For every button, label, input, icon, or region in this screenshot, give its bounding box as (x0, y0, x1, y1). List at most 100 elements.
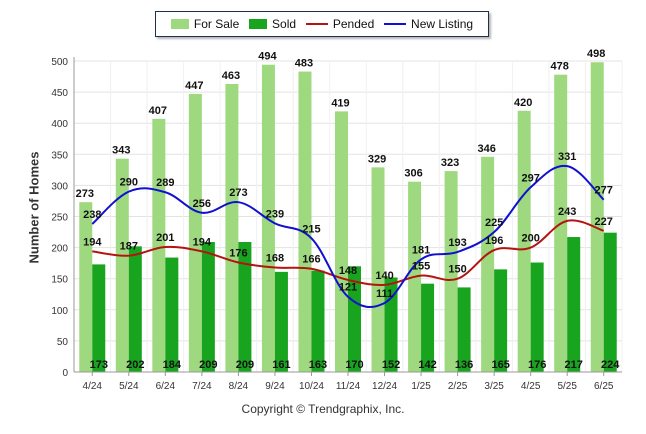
x-tick-label: 10/24 (299, 381, 324, 392)
label-new-listing: 277 (595, 185, 613, 197)
label-new-listing: 111 (376, 288, 393, 300)
bar-for-sale (115, 158, 129, 372)
bar-for-sale (188, 93, 202, 372)
bar-for-sale (371, 167, 385, 372)
y-tick-label: 450 (51, 88, 68, 99)
label-new-listing: 238 (83, 209, 101, 221)
label-sold: 202 (126, 359, 144, 371)
y-tick-label: 250 (51, 213, 68, 224)
x-tick-label: 3/25 (484, 381, 504, 392)
label-sold: 184 (163, 359, 182, 371)
y-tick-label: 100 (51, 306, 68, 317)
x-axis: 4/24 5/24 6/24 7/24 8/24 9/24 10/24 11/24 12/24 1… (74, 371, 622, 392)
y-tick-label: 350 (51, 150, 68, 161)
y-tick-label: 400 (51, 119, 68, 130)
x-tick-label: 12/24 (372, 381, 397, 392)
legend-item-for-sale: For Sale (170, 17, 240, 31)
bar-sold (603, 232, 617, 372)
x-tick-label: 11/24 (336, 381, 361, 392)
y-tick-label: 50 (57, 337, 69, 348)
bar-for-sale (225, 84, 239, 372)
bar-sold (165, 257, 179, 372)
label-for-sale: 407 (149, 105, 167, 117)
x-tick-label: 2/25 (448, 381, 468, 392)
label-sold: 152 (382, 359, 400, 371)
bar-for-sale (481, 156, 495, 372)
label-for-sale: 273 (76, 188, 94, 200)
label-pended: 227 (595, 216, 613, 228)
bar-sold (128, 246, 142, 372)
x-tick-label: 6/25 (594, 381, 614, 392)
label-sold: 217 (565, 359, 583, 371)
label-for-sale: 323 (441, 157, 459, 169)
label-pended: 194 (193, 236, 212, 248)
y-tick-label: 0 (62, 368, 68, 379)
label-pended: 196 (485, 235, 503, 247)
bar-for-sale (79, 202, 93, 372)
label-for-sale: 483 (295, 58, 313, 70)
legend-item-new-listing: New Listing (384, 17, 473, 31)
chart-legend: For Sale Sold Pended New Listing (155, 11, 489, 37)
for-sale-swatch (170, 19, 189, 29)
label-sold: 224 (601, 359, 620, 371)
label-sold: 176 (528, 359, 546, 371)
bar-sold (494, 269, 508, 372)
label-sold: 163 (309, 359, 327, 371)
copyright-text: Copyright © Trendgraphix, Inc. (241, 402, 405, 416)
bar-sold (201, 242, 215, 372)
label-new-listing: 289 (156, 177, 174, 189)
label-new-listing: 215 (302, 223, 320, 235)
label-for-sale: 343 (112, 145, 130, 157)
bar-for-sale (517, 110, 531, 372)
bar-for-sale (298, 71, 312, 372)
label-pended: 243 (558, 206, 576, 218)
legend-item-pended: Pended (305, 17, 374, 31)
label-for-sale: 419 (331, 97, 349, 109)
legend-label-for-sale: For Sale (193, 17, 240, 31)
y-axis: 0 50 100 150 200 250 300 350 400 450 500 (51, 57, 75, 379)
new-listing-swatch (384, 23, 407, 25)
line-pended (92, 219, 605, 287)
legend-label-sold: Sold (272, 17, 297, 31)
bar-sold (92, 264, 106, 372)
label-sold: 142 (418, 359, 436, 371)
data-labels: 273 173 343 202 407 184 447 209 463 209 494 161 483 1… (76, 48, 621, 371)
label-pended: 194 (83, 236, 102, 248)
label-for-sale: 498 (587, 48, 605, 60)
label-new-listing: 297 (521, 172, 539, 184)
bar-sold (311, 270, 325, 372)
label-sold: 173 (90, 359, 108, 371)
bar-sold (274, 271, 288, 372)
label-sold: 209 (199, 359, 217, 371)
label-for-sale: 463 (222, 70, 240, 82)
label-new-listing: 256 (193, 198, 211, 210)
x-tick-label: 9/24 (265, 381, 285, 392)
bar-sold (567, 237, 581, 372)
label-new-listing: 225 (485, 217, 503, 229)
label-sold: 209 (236, 359, 254, 371)
x-tick-label: 1/25 (411, 381, 431, 392)
label-pended: 150 (448, 264, 466, 276)
label-sold: 165 (491, 359, 509, 371)
x-tick-label: 8/24 (229, 381, 249, 392)
label-new-listing: 239 (266, 208, 284, 220)
label-new-listing: 181 (412, 244, 430, 256)
label-sold: 170 (345, 359, 363, 371)
bar-sold (530, 262, 544, 372)
label-new-listing: 273 (229, 187, 247, 199)
bar-sold (238, 242, 252, 372)
pended-swatch (305, 23, 328, 25)
x-tick-label: 4/25 (521, 381, 541, 392)
label-new-listing: 193 (448, 237, 466, 249)
label-for-sale: 306 (404, 168, 422, 180)
y-tick-label: 500 (51, 57, 68, 68)
series-lines (91, 164, 605, 309)
bar-for-sale (444, 171, 458, 372)
bar-for-sale (590, 62, 604, 373)
label-pended: 140 (375, 270, 393, 282)
label-pended: 168 (266, 253, 284, 265)
label-for-sale: 329 (368, 153, 386, 165)
label-new-listing: 290 (120, 177, 138, 189)
x-tick-label: 6/24 (156, 381, 176, 392)
